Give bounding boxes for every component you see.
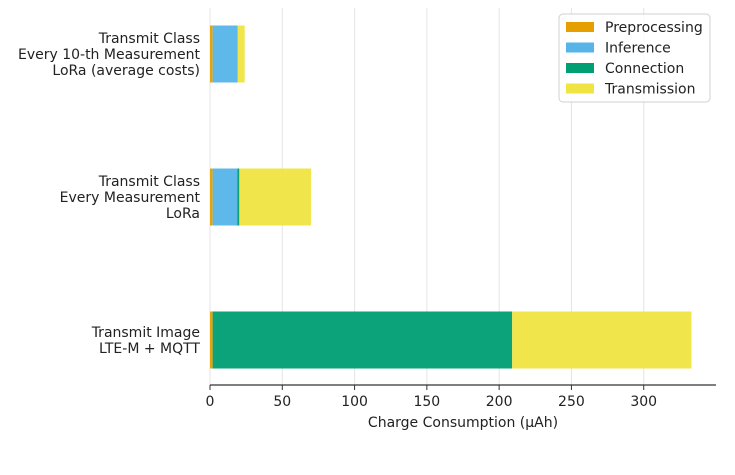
- bar-segment-preprocessing: [210, 168, 213, 226]
- x-tick-label: 200: [486, 394, 513, 410]
- legend-swatch-transmission: [566, 83, 594, 94]
- legend-swatch-inference: [566, 42, 594, 53]
- bar-segment-connection: [212, 311, 513, 369]
- legend-label: Transmission: [604, 82, 695, 98]
- x-tick-label: 150: [413, 394, 440, 410]
- legend-label: Inference: [605, 41, 671, 57]
- bar-segment-transmission: [237, 25, 245, 83]
- bar-segment-inference: [212, 168, 238, 226]
- category-label: LoRa: [166, 206, 200, 222]
- x-tick-label: 100: [341, 394, 368, 410]
- category-label: Every 10-th Measurement: [18, 47, 201, 63]
- category-label: LTE-M + MQTT: [99, 341, 200, 357]
- category-label: Transmit Image: [91, 325, 200, 341]
- bar-segment-transmission: [239, 168, 312, 226]
- legend-label: Preprocessing: [605, 20, 703, 36]
- legend: [558, 13, 711, 103]
- x-tick-label: 250: [558, 394, 585, 410]
- bar-segment-connection: [237, 168, 240, 226]
- x-axis-label: Charge Consumption (µAh): [368, 415, 558, 431]
- category-label: LoRa (average costs): [52, 63, 200, 79]
- legend-label: Connection: [605, 61, 684, 77]
- legend-swatch-preprocessing: [566, 22, 594, 32]
- category-label: Every Measurement: [60, 190, 201, 206]
- bar-segment-preprocessing: [210, 311, 213, 369]
- legend-swatch-connection: [566, 63, 594, 73]
- bar-segment-inference: [212, 25, 238, 83]
- x-tick-label: 50: [273, 394, 291, 410]
- category-label: Transmit Class: [98, 31, 200, 47]
- x-tick-label: 300: [630, 394, 657, 410]
- category-label: Transmit Class: [98, 174, 200, 190]
- x-tick-label: 0: [206, 394, 215, 410]
- bar-segment-transmission: [512, 311, 692, 369]
- bar-segment-preprocessing: [210, 25, 213, 83]
